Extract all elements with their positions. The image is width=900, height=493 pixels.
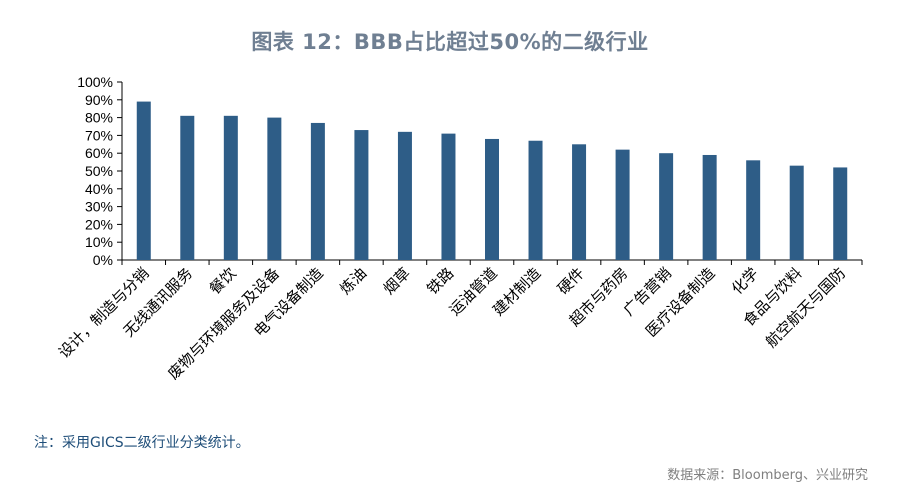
bar-chart: 0% 10% 20%30% 40% 50% 60% 70%80% 90% 100% 设计，制造与…: [55, 74, 863, 383]
x-tick-label: 硬件: [554, 264, 588, 298]
bar: [746, 160, 761, 260]
chart-note: 注：采用GICS二级行业分类统计。: [34, 435, 250, 451]
bar: [267, 117, 282, 260]
y-tick-label: 90%: [85, 92, 113, 108]
y-tick-label: 100%: [77, 74, 113, 90]
bar: [180, 115, 195, 260]
data-source: 数据来源：Bloomberg、兴业研究: [667, 468, 868, 483]
y-tick-label: 80%: [85, 110, 113, 126]
y-tick-label: 30%: [85, 199, 113, 215]
x-tick-label: 化学: [728, 264, 762, 298]
y-tick-label: 70%: [85, 127, 113, 143]
y-axis: 0% 10% 20%30% 40% 50% 60% 70%80% 90% 100%: [77, 74, 123, 268]
bar: [354, 130, 369, 260]
x-tick-label: 建材制造: [489, 264, 544, 319]
bar: [833, 167, 848, 260]
bar: [136, 101, 151, 260]
bars: [136, 101, 848, 260]
bar: [485, 138, 499, 260]
x-tick-label: 炼油: [336, 264, 370, 298]
bar: [659, 153, 674, 260]
bar: [572, 144, 587, 260]
bar: [441, 133, 456, 260]
x-tick-label: 铁路: [423, 264, 457, 298]
y-tick-label: 10%: [85, 234, 113, 250]
bar: [702, 154, 717, 260]
bar: [223, 115, 238, 260]
bar: [310, 122, 325, 260]
chart-title: 图表 12：BBB占比超过50%的二级行业: [251, 30, 649, 54]
y-tick-label: 50%: [85, 163, 113, 179]
x-tick-label: 航空航天与国防: [762, 264, 849, 351]
y-tick-label: 40%: [85, 181, 113, 197]
bar: [528, 140, 543, 260]
bar: [615, 149, 630, 260]
bar: [397, 131, 412, 260]
bar: [789, 165, 804, 260]
x-tick-label: 餐饮: [206, 264, 240, 298]
x-axis: [121, 259, 863, 265]
y-tick-label: 60%: [85, 145, 113, 161]
x-tick-label: 烟草: [380, 264, 414, 298]
y-tick-label: 20%: [85, 216, 113, 232]
y-tick-label: 0%: [93, 252, 113, 268]
